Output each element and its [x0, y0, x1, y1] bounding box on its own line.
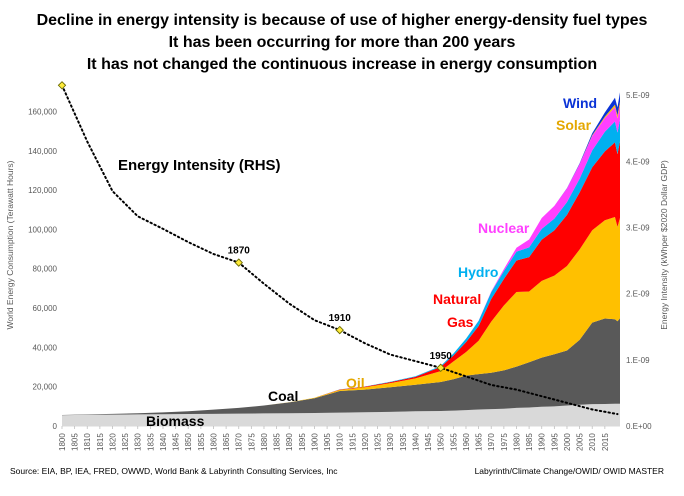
x-tick-label: 1935 — [399, 433, 408, 451]
right-tick-label: 1.E-09 — [626, 356, 650, 365]
x-tick-label: 1975 — [500, 433, 509, 451]
x-tick-label: 1885 — [273, 433, 282, 451]
x-tick-label: 1955 — [449, 433, 458, 451]
x-tick-label: 1900 — [310, 433, 319, 451]
area-hydro — [62, 119, 620, 415]
left-axis-title: World Energy Consumption (Terawatt Hours… — [5, 160, 15, 329]
chart-title: Decline in energy intensity is because o… — [37, 12, 648, 73]
right-axis-title: Energy Intensity (kWhper $2020 Dollar GD… — [659, 160, 669, 330]
x-tick-label: 1825 — [121, 433, 130, 451]
left-tick-label: 160,000 — [28, 107, 57, 116]
series-labels: Energy Intensity (RHS) Biomass Coal Oil Natu… — [118, 95, 597, 429]
title-line-1: Decline in energy intensity is because o… — [37, 12, 648, 29]
x-tick-label: 1910 — [336, 433, 345, 451]
x-tick-label: 1850 — [184, 433, 193, 451]
x-tick-label: 1835 — [146, 433, 155, 451]
x-tick-label: 1995 — [550, 433, 559, 451]
stacked-areas — [62, 92, 620, 426]
series-label-hydro: Hydro — [458, 264, 498, 280]
year-marker — [234, 258, 243, 267]
year-marker-label: 1910 — [329, 313, 352, 324]
right-tick-label: 4.E-09 — [626, 157, 650, 166]
x-tick-label: 1950 — [437, 433, 446, 451]
x-tick-label: 1890 — [285, 433, 294, 451]
series-label-nuclear: Nuclear — [478, 220, 530, 236]
x-tick-label: 1820 — [108, 433, 117, 451]
x-tick-label: 1960 — [462, 433, 471, 451]
x-tick-label: 1845 — [172, 433, 181, 451]
year-marker — [436, 363, 445, 373]
x-tick-label: 1875 — [247, 433, 256, 451]
left-tick-label: 80,000 — [33, 265, 58, 274]
x-tick-label: 1805 — [71, 433, 80, 451]
title-line-3: It has not changed the continuous increa… — [87, 56, 597, 73]
left-tick-label: 60,000 — [33, 304, 58, 313]
series-label-natural: Natural — [433, 291, 481, 307]
series-label-solar: Solar — [556, 117, 592, 133]
area-oil — [62, 217, 620, 415]
x-tick-label: 1815 — [96, 433, 105, 451]
title-line-2: It has been occurring for more than 200 … — [169, 34, 516, 51]
area-natural-gas — [62, 141, 620, 415]
x-tick-label: 1970 — [487, 433, 496, 451]
x-tick-label: 1985 — [525, 433, 534, 451]
x-tick-label: 1925 — [374, 433, 383, 451]
x-tick-label: 1870 — [235, 433, 244, 451]
x-tick-label: 1965 — [475, 433, 484, 451]
x-tick-label: 1865 — [222, 433, 231, 451]
year-marker-label: 1950 — [430, 351, 453, 362]
x-tick-label: 1810 — [83, 433, 92, 451]
series-label-energy-intensity-rhs: Energy Intensity (RHS) — [118, 157, 281, 174]
x-tick-label: 1945 — [424, 433, 433, 451]
area-coal — [62, 318, 620, 416]
series-label-coal: Coal — [268, 388, 298, 404]
x-tick-label: 2010 — [588, 433, 597, 451]
x-tick-label: 1880 — [260, 433, 269, 451]
source-note: Source: EIA, BP, IEA, FRED, OWWD, World … — [10, 466, 338, 476]
x-tick-label: 2015 — [601, 433, 610, 451]
x-tick-label: 1855 — [197, 433, 206, 451]
right-tick-label: 3.E-09 — [626, 224, 650, 233]
year-marker — [335, 325, 344, 335]
x-tick-label: 1840 — [159, 433, 168, 451]
series-label-biomass: Biomass — [146, 413, 205, 429]
x-tick-label: 1800 — [58, 433, 67, 451]
x-tick-label: 2000 — [563, 433, 572, 451]
x-tick-label: 1920 — [361, 433, 370, 451]
axes: 0 20,000 40,000 60,000 80,000 100,000 120,000 1… — [28, 91, 652, 451]
x-tick-label: 1915 — [348, 433, 357, 451]
x-tick-label: 1980 — [512, 433, 521, 451]
x-tick-label: 2005 — [576, 433, 585, 451]
year-marker — [57, 81, 67, 90]
x-tick-label: 1930 — [386, 433, 395, 451]
series-label-gas: Gas — [447, 314, 474, 330]
right-tick-label: 0.E+00 — [626, 422, 652, 431]
x-tick-label: 1940 — [411, 433, 420, 451]
x-tick-label: 1860 — [209, 433, 218, 451]
x-tick-label: 1830 — [134, 433, 143, 451]
left-tick-label: 0 — [53, 422, 58, 431]
intensity-line: 1870 1910 1950 — [57, 81, 619, 416]
left-tick-label: 20,000 — [33, 383, 58, 392]
right-tick-label: 2.E-09 — [626, 290, 650, 299]
x-tick-label: 1990 — [538, 433, 547, 451]
series-label-wind: Wind — [563, 95, 597, 111]
series-label-oil: Oil — [346, 375, 365, 391]
left-tick-label: 140,000 — [28, 147, 57, 156]
left-tick-label: 120,000 — [28, 186, 57, 195]
year-marker-label: 1870 — [228, 246, 251, 257]
left-tick-label: 100,000 — [28, 225, 57, 234]
file-reference: Labyrinth/Climate Change/OWID/ OWID MAST… — [475, 466, 664, 476]
x-tick-label: 1895 — [298, 433, 307, 451]
area-biomass — [62, 403, 620, 426]
x-tick-label: 1905 — [323, 433, 332, 451]
left-tick-label: 40,000 — [33, 343, 58, 352]
right-tick-label: 5.E-09 — [626, 91, 650, 100]
